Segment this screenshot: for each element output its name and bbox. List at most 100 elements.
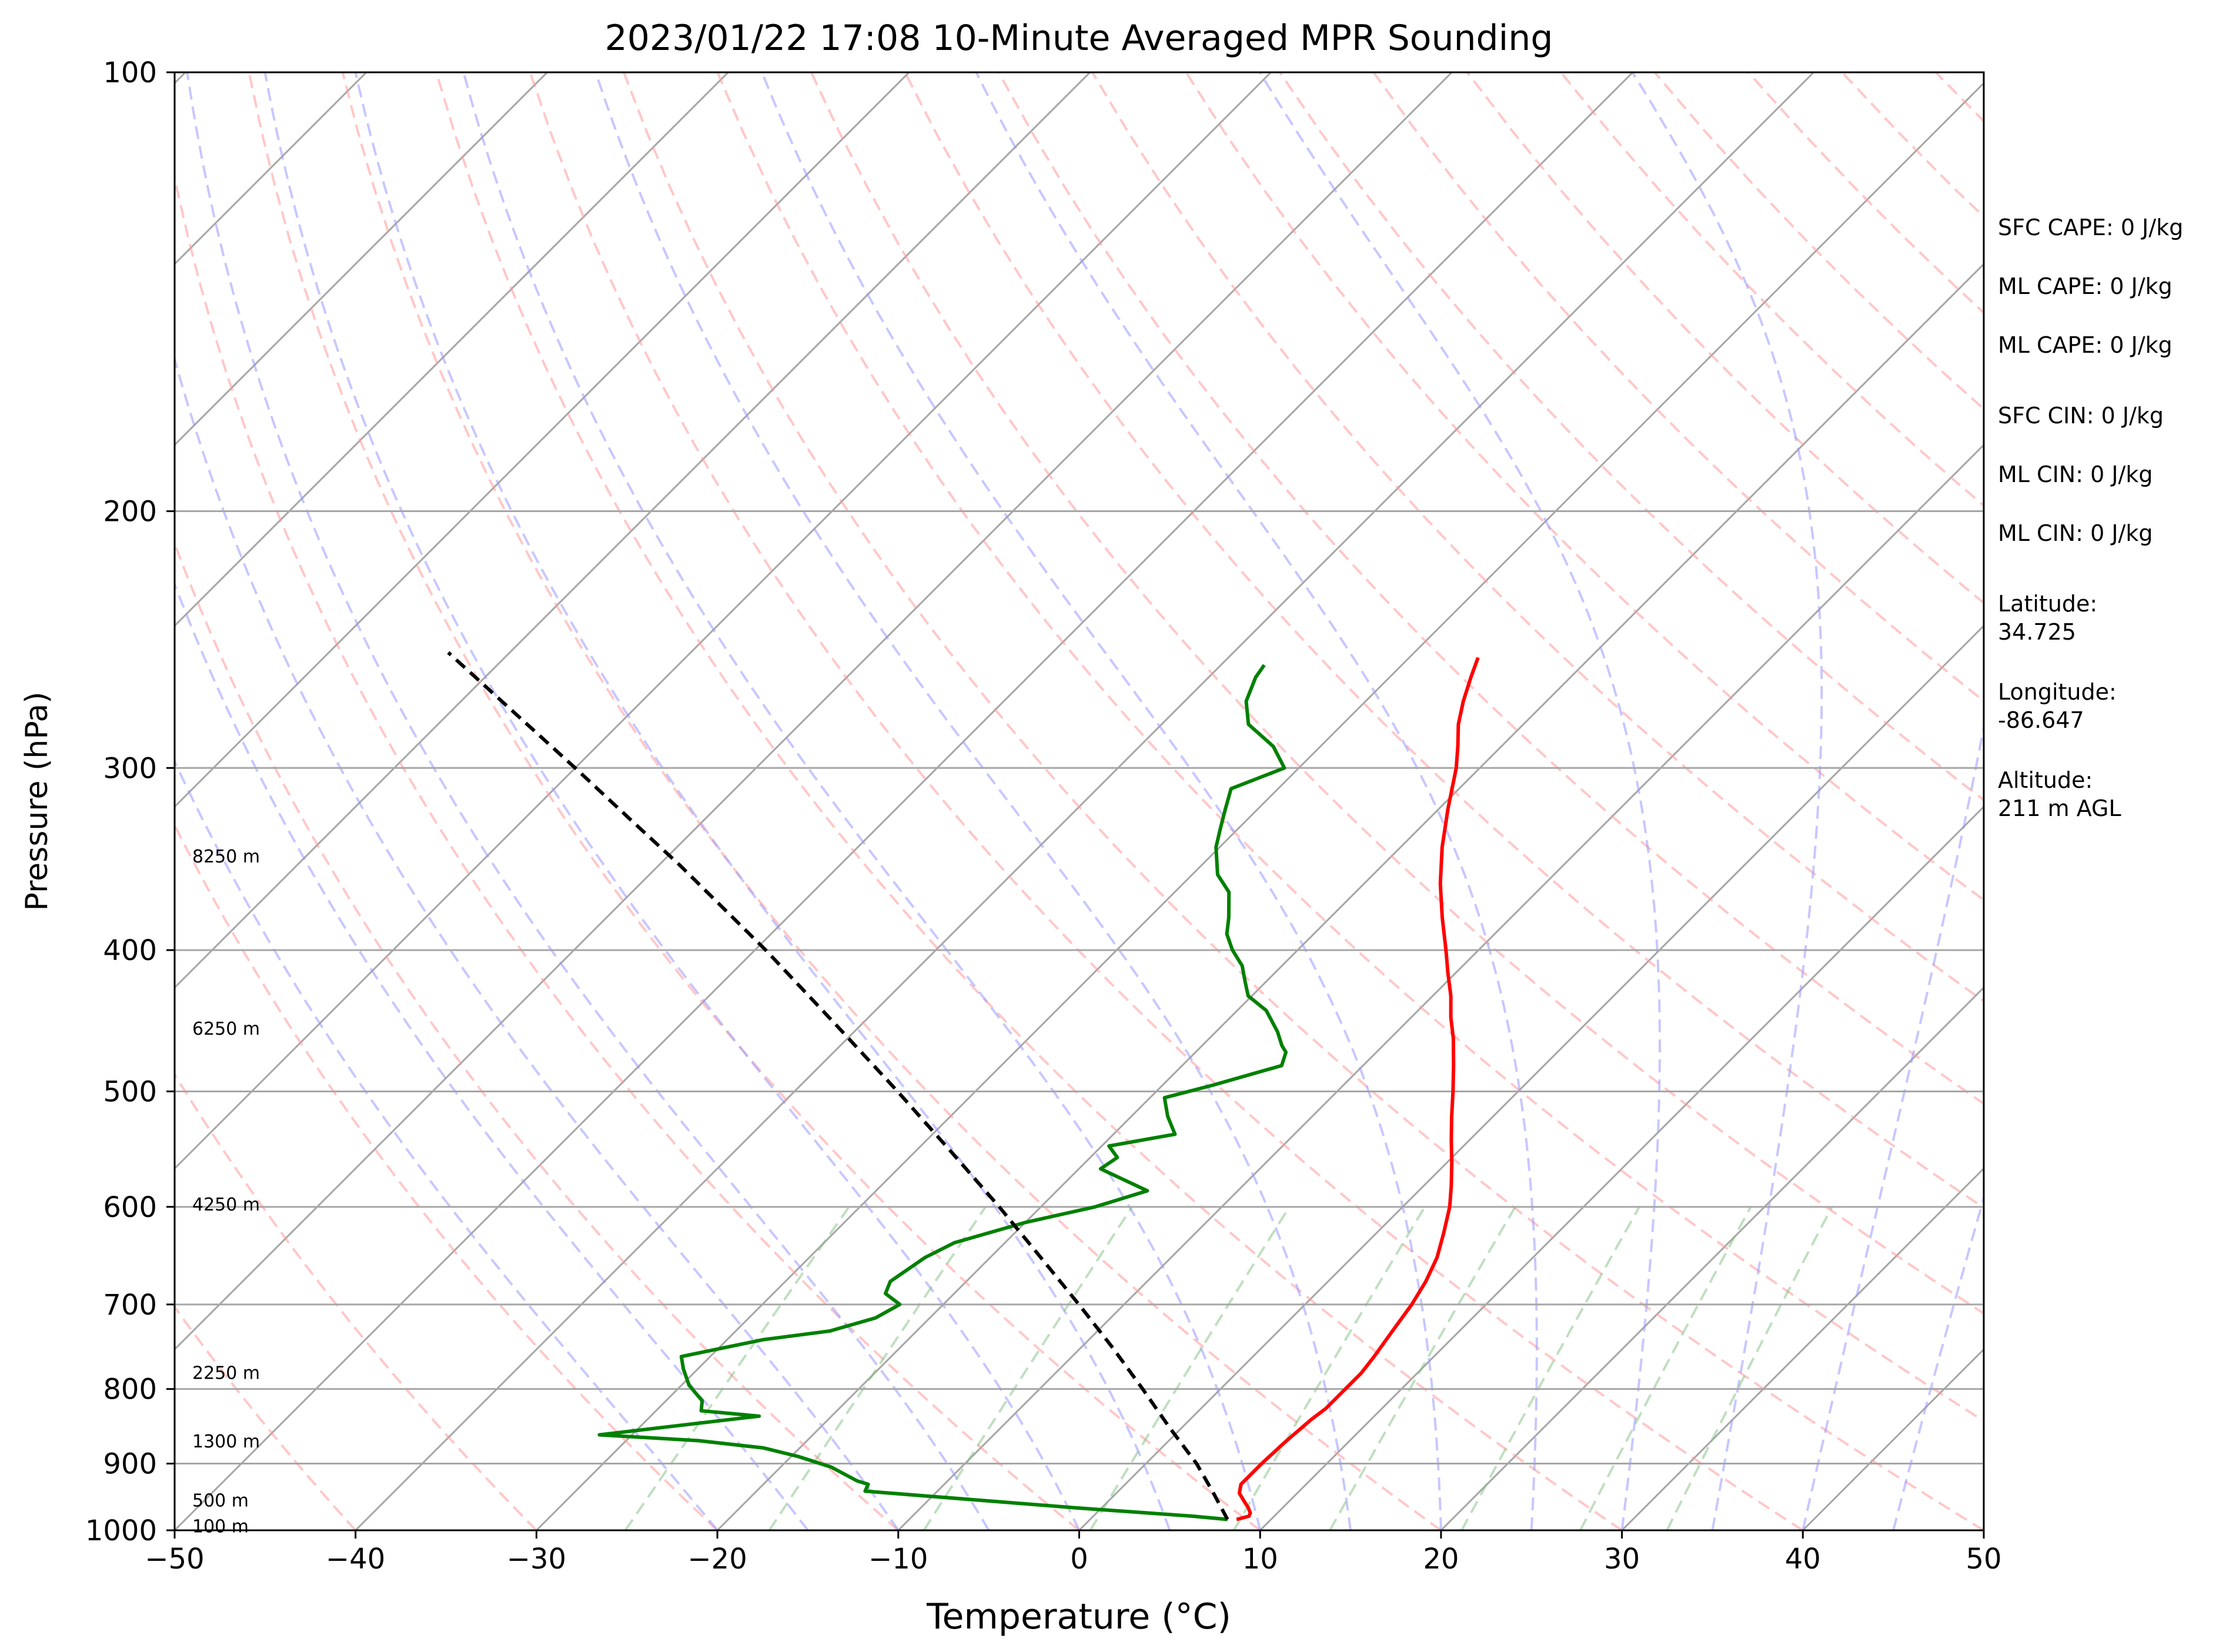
moist-adiabat-line <box>1631 72 1823 1530</box>
isotherm-line <box>175 72 1634 1530</box>
dry-adiabat-line <box>716 72 1984 1423</box>
info-line-part: SFC CAPE: 0 J/kg <box>1998 215 2183 240</box>
info-line: SFC CAPE: 0 J/kg <box>1998 215 2183 240</box>
moist-adiabat-line <box>1258 72 1661 1530</box>
info-line: ML CIN: 0 J/kg <box>1998 520 2153 546</box>
isobar-gridlines <box>175 510 1984 1465</box>
x-tick-label: 10 <box>1242 1543 1278 1576</box>
info-line-part: SFC CIN: 0 J/kg <box>1998 403 2164 429</box>
height-labels: 8250 m 6250 m 4250 m 2250 m 1300 m 500 m 100 m <box>192 847 260 1537</box>
height-label: 2250 m <box>192 1363 260 1383</box>
y-tick-label: 800 <box>103 1373 157 1406</box>
height-label: 100 m <box>192 1517 249 1537</box>
y-tick-label: 300 <box>103 752 157 785</box>
chart-title: 2023/01/22 17:08 10-Minute Averaged MPR … <box>605 18 1553 59</box>
dry-adiabat-line <box>529 72 1804 1530</box>
height-label: 500 m <box>192 1490 249 1511</box>
moist-adiabat-line <box>760 72 1442 1530</box>
x-tick-label: −40 <box>326 1543 385 1576</box>
info-line-part: -86.647 <box>1998 707 2084 733</box>
isotherm-line <box>175 72 1453 1351</box>
info-line-part: ML CIN: 0 J/kg <box>1998 520 2153 546</box>
moist-adiabat-line <box>975 72 1538 1530</box>
info-line-part: Altitude: <box>1998 767 2093 793</box>
mixing-ratio-line <box>1579 1206 1752 1530</box>
x-tick-label: 0 <box>1070 1543 1088 1576</box>
y-tick-label: 700 <box>103 1289 157 1322</box>
moist-adiabat-line <box>186 72 990 1530</box>
dry-adiabat-line <box>904 72 1984 1209</box>
height-label: 6250 m <box>192 1019 260 1039</box>
isotherm-line <box>1078 624 1984 1530</box>
dry-adiabat-line <box>248 72 1261 1530</box>
parcel-line <box>447 651 1229 1520</box>
dry-adiabat-line <box>175 1072 537 1530</box>
y-tick-label: 1000 <box>85 1514 157 1547</box>
temperature-line <box>1236 657 1480 1521</box>
background-lines <box>175 72 1984 1530</box>
dry-adiabat-line <box>623 72 1984 1530</box>
y-tick-label: 400 <box>103 934 157 967</box>
info-line-part: ML CAPE: 0 J/kg <box>1998 273 2172 299</box>
isotherm-line <box>175 72 910 808</box>
y-axis-ticks: 100 200 300 400 500 600 700 800 900 1000 <box>85 56 175 1547</box>
info-line-part: ML CIN: 0 J/kg <box>1998 462 2153 487</box>
x-tick-label: 30 <box>1604 1543 1640 1576</box>
isotherm-line <box>175 72 1091 989</box>
isotherm-line <box>1259 805 1984 1530</box>
dry-adiabat-line <box>1185 72 1984 902</box>
x-tick-label: −50 <box>145 1543 204 1576</box>
info-line: ML CAPE: 0 J/kg <box>1998 273 2172 299</box>
x-tick-label: 50 <box>1966 1543 2001 1576</box>
moist-adiabat-line <box>354 72 1171 1530</box>
info-line-part: 211 m AGL <box>1998 795 2121 821</box>
isotherm-line <box>175 72 1272 1170</box>
x-axis-ticks: −50 −40 −30 −20 −10 0 10 20 30 40 50 <box>145 1530 2002 1576</box>
dry-adiabat-line <box>810 72 1984 1315</box>
isotherm-line <box>1621 1167 1984 1530</box>
isotherm-line <box>175 72 729 627</box>
moist-adiabat-line <box>1801 721 1984 1530</box>
moist-adiabat-line <box>1892 1193 1984 1530</box>
x-tick-label: −30 <box>507 1543 566 1576</box>
sounding-series <box>447 651 1480 1521</box>
moist-adiabat-line <box>175 758 718 1530</box>
moist-adiabat-line <box>263 72 1081 1530</box>
y-tick-label: 200 <box>103 496 157 529</box>
info-line: SFC CIN: 0 J/kg <box>1998 403 2164 429</box>
isotherm-line <box>1440 986 1984 1530</box>
y-tick-label: 500 <box>103 1075 157 1108</box>
y-tick-label: 100 <box>103 56 157 89</box>
height-label: 4250 m <box>192 1195 260 1215</box>
info-line-part: Latitude: <box>1998 591 2097 617</box>
dry-adiabat-line <box>175 822 718 1530</box>
info-line: Longitude: -86.647 <box>1998 679 2117 733</box>
moist-adiabat-line <box>175 581 809 1530</box>
x-tick-label: −20 <box>687 1543 747 1576</box>
isotherm-line <box>717 262 1984 1530</box>
info-line: ML CAPE: 0 J/kg <box>1998 332 2172 358</box>
isotherm-line <box>897 443 1984 1530</box>
info-line: ML CIN: 0 J/kg <box>1998 462 2153 487</box>
x-tick-label: 40 <box>1785 1543 1821 1576</box>
dry-adiabat-line <box>175 171 1080 1530</box>
y-axis-label: Pressure (hPa) <box>19 692 55 911</box>
x-tick-label: 20 <box>1423 1543 1459 1576</box>
dewpoint-line <box>597 664 1288 1521</box>
info-line: Altitude: 211 m AGL <box>1998 767 2121 821</box>
info-line-part: Longitude: <box>1998 679 2117 705</box>
x-axis-label: Temperature (°C) <box>926 1596 1231 1637</box>
dry-adiabat-line <box>997 72 1984 1105</box>
y-tick-label: 900 <box>103 1448 157 1481</box>
y-tick-label: 600 <box>103 1191 157 1224</box>
dry-adiabat-line <box>1372 72 1984 703</box>
dry-adiabat-line <box>1091 72 1984 1003</box>
moist-adiabat-line <box>175 355 900 1530</box>
moist-adiabat-line <box>594 72 1352 1530</box>
isotherm-line <box>175 72 548 446</box>
info-line: Latitude: 34.725 <box>1998 591 2097 645</box>
dry-adiabat-line <box>175 540 900 1530</box>
info-panel: SFC CAPE: 0 J/kg ML CAPE: 0 J/kg ML CAPE: … <box>1998 215 2183 821</box>
height-label: 1300 m <box>192 1432 260 1452</box>
x-tick-label: −10 <box>868 1543 928 1576</box>
